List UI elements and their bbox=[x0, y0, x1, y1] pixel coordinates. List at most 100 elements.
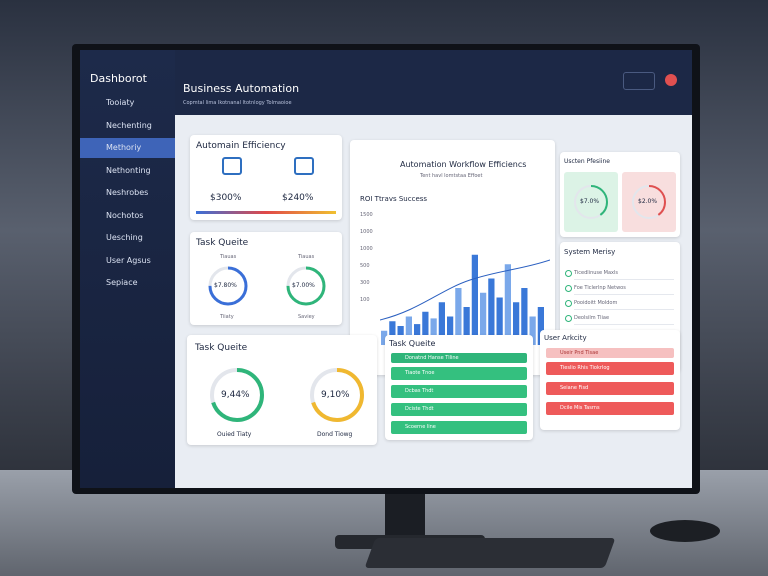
task-rings-card: Task Queite Tiauas $7.80% Tiiaty Tiauas $7.0… bbox=[190, 232, 342, 325]
bar bbox=[405, 316, 412, 345]
list-row: Tiaote Tnoe bbox=[391, 367, 527, 380]
ring bbox=[208, 266, 248, 306]
bar bbox=[504, 264, 511, 345]
ring bbox=[286, 266, 326, 306]
memory-row: Foe Ticlerlnp Netwos bbox=[574, 285, 674, 295]
metric-value: $240% bbox=[282, 193, 314, 203]
activity-row: Dcile Mis Tasrns bbox=[546, 402, 674, 415]
bar bbox=[422, 311, 429, 345]
brand: Dashborot bbox=[90, 72, 147, 85]
card-title: System Merisy bbox=[564, 248, 616, 256]
card-title: Automation Workflow Efficiencs bbox=[400, 160, 527, 169]
chart-title: ROI Ttravs Success bbox=[360, 195, 428, 203]
activity-row: Seiane Fisd bbox=[546, 382, 674, 395]
nav-item: Neshrobes bbox=[106, 188, 149, 197]
ring-value: $7.80% bbox=[214, 282, 237, 289]
y-label: 300 bbox=[360, 280, 370, 286]
card-title: Automain Efficiency bbox=[196, 141, 286, 151]
icon bbox=[222, 157, 242, 175]
ring-value: 9,10% bbox=[321, 390, 350, 400]
task-queue-card: Task Queite 9,44% Ouied Tiaty 9,10% Dond Ti… bbox=[187, 335, 377, 445]
card-title: Uscten Pfesiine bbox=[564, 158, 610, 165]
status-dot bbox=[565, 300, 572, 307]
bar bbox=[438, 302, 445, 345]
bar bbox=[455, 288, 462, 345]
nav-highlight bbox=[80, 138, 175, 158]
profile-value: $2.0% bbox=[638, 198, 658, 205]
profile-value: $7.0% bbox=[580, 198, 600, 205]
progress bbox=[196, 211, 336, 214]
status-dot bbox=[565, 270, 572, 277]
user-activity-card: User Arkcity Useir Pnd Tisae Tieslio Rhis… bbox=[540, 330, 680, 430]
mouse bbox=[650, 520, 720, 542]
list-header: Useir Pnd Tisae bbox=[546, 348, 674, 358]
ring-arc bbox=[286, 266, 326, 306]
ring-label: Dond Tiowg bbox=[317, 431, 353, 438]
y-label: 1000 bbox=[360, 229, 373, 235]
bar bbox=[471, 254, 478, 345]
header-subtitle: Copmtal lima Ikotnanal Itotnlogy Tolmaoi… bbox=[183, 100, 292, 106]
memory-row: Deolsilm Tiiae bbox=[574, 315, 674, 325]
memory-row: Pooidoitt Moldom bbox=[574, 300, 674, 310]
nav-item: Tooiaty bbox=[106, 98, 135, 107]
ring-label: Ouied Tiaty bbox=[217, 431, 252, 438]
header-title: Business Automation bbox=[183, 82, 300, 95]
card-title: Task Queite bbox=[195, 343, 248, 353]
avatar[interactable] bbox=[665, 74, 677, 86]
icon bbox=[294, 157, 314, 175]
ring-arc bbox=[574, 185, 608, 219]
card-title: Task Queite bbox=[389, 339, 436, 348]
ring-bottom: Tiiaty bbox=[220, 314, 234, 320]
nav-item: Nechenting bbox=[106, 120, 152, 130]
monitor-stand bbox=[385, 488, 425, 543]
keyboard bbox=[364, 538, 616, 568]
status-dot bbox=[565, 315, 572, 322]
ring bbox=[310, 368, 364, 422]
y-label: 100 bbox=[360, 297, 370, 303]
button[interactable] bbox=[623, 72, 655, 90]
bar bbox=[463, 307, 470, 345]
panel bbox=[622, 172, 676, 232]
bar bbox=[496, 297, 503, 345]
card-title: User Arkcity bbox=[544, 334, 587, 342]
nav-item: Nochotos bbox=[106, 210, 144, 220]
bar bbox=[521, 288, 528, 345]
bar bbox=[447, 316, 454, 345]
system-profile-card: Uscten Pfesiine $7.0% $2.0% bbox=[560, 152, 680, 237]
bar bbox=[381, 330, 388, 345]
nav-item: Nethonting bbox=[106, 165, 151, 175]
y-label: 1000 bbox=[360, 246, 373, 252]
bar bbox=[513, 302, 520, 345]
ring-top: Tiauas bbox=[298, 254, 315, 260]
ring-arc bbox=[210, 368, 264, 422]
ring-value: 9,44% bbox=[221, 390, 250, 400]
y-label: 500 bbox=[360, 263, 370, 269]
trend-line bbox=[380, 259, 550, 321]
efficiency-card: Automain Efficiency $300% $240% bbox=[190, 135, 342, 220]
list-row: Dcbas Thdt bbox=[391, 385, 527, 398]
ring-top: Tiauas bbox=[220, 254, 237, 260]
nav-item: Methoriy bbox=[106, 143, 142, 152]
bar bbox=[488, 278, 495, 345]
ring bbox=[574, 185, 608, 219]
y-label: 1500 bbox=[360, 212, 373, 218]
metric-value: $300% bbox=[210, 193, 242, 203]
bar bbox=[430, 318, 437, 345]
bar bbox=[537, 307, 544, 345]
ring-value: $7.00% bbox=[292, 282, 315, 289]
list-header: Donatnd Hanse Tiline bbox=[391, 353, 527, 363]
panel bbox=[564, 172, 618, 232]
bar bbox=[480, 292, 487, 345]
ring bbox=[632, 185, 666, 219]
nav-item: Uesching bbox=[106, 233, 143, 242]
card-subtitle: Tent havl lomtstaa Effoet bbox=[420, 173, 483, 179]
list-row: Dciste Thdt bbox=[391, 403, 527, 416]
bar bbox=[414, 324, 421, 345]
ring bbox=[210, 368, 264, 422]
list-row: Scoerne line bbox=[391, 421, 527, 434]
ring-arc bbox=[208, 266, 248, 306]
ring-arc bbox=[310, 368, 364, 422]
bar bbox=[529, 316, 536, 345]
nav-item: User Agsus bbox=[106, 255, 151, 265]
